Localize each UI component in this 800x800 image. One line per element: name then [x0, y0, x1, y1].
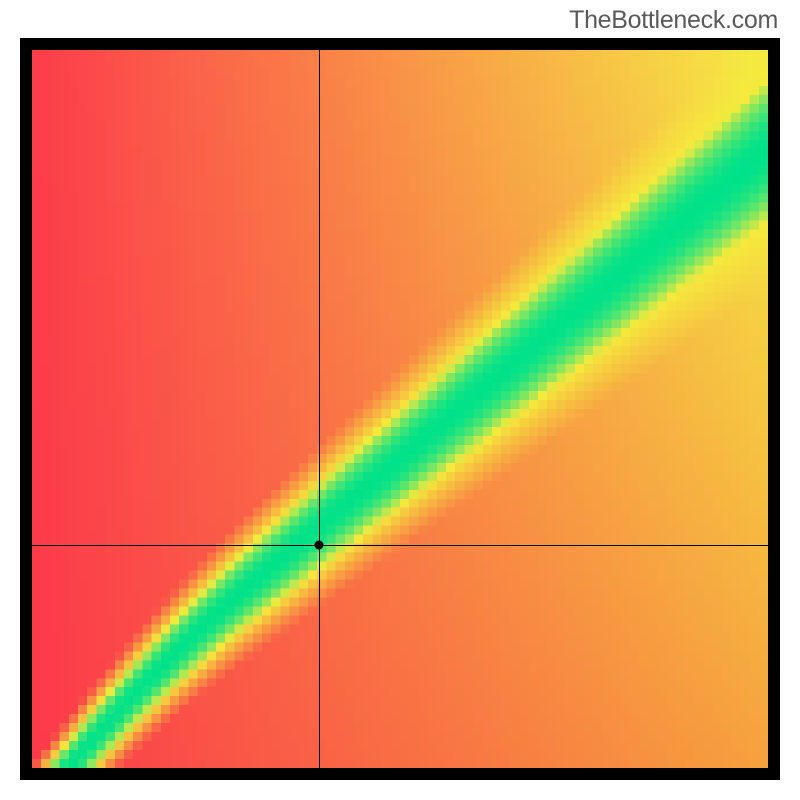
- chart-frame: [20, 38, 780, 780]
- crosshair-point: [315, 541, 324, 550]
- heatmap-canvas: [32, 50, 768, 768]
- plot-area: [32, 50, 768, 768]
- crosshair-horizontal: [32, 545, 768, 546]
- watermark-text: TheBottleneck.com: [569, 6, 778, 35]
- crosshair-vertical: [319, 50, 320, 768]
